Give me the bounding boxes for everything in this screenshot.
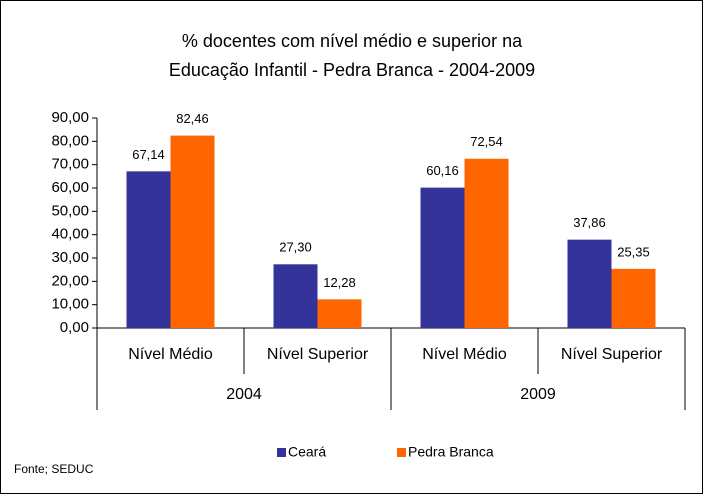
data-label: 37,86 <box>573 215 606 230</box>
y-tick-label: 70,00 <box>51 156 89 173</box>
y-tick-label: 90,00 <box>51 109 89 126</box>
data-label: 12,28 <box>323 275 356 290</box>
y-tick-label: 10,00 <box>51 296 89 313</box>
data-label: 72,54 <box>470 134 503 149</box>
bar <box>611 268 656 328</box>
y-tick-label: 50,00 <box>51 202 89 219</box>
bar <box>420 187 465 328</box>
x-tick-label: Nível Superior <box>561 346 663 363</box>
legend-swatch <box>277 448 286 457</box>
x-tick-label: Nível Médio <box>422 346 507 363</box>
group-label: 2004 <box>226 386 262 403</box>
bar <box>126 171 171 328</box>
data-label: 67,14 <box>132 147 165 162</box>
chart-title: % docentes com nível médio e superior na <box>182 31 523 51</box>
x-tick-label: Nível Superior <box>267 346 369 363</box>
data-label: 27,30 <box>279 240 312 255</box>
y-tick-label: 0,00 <box>60 319 89 336</box>
legend-swatch <box>397 448 406 457</box>
y-tick-label: 40,00 <box>51 226 89 243</box>
y-tick-label: 60,00 <box>51 179 89 196</box>
x-tick-label: Nível Médio <box>128 346 213 363</box>
bar <box>170 135 215 328</box>
data-label: 25,35 <box>617 244 650 259</box>
bar <box>567 239 612 328</box>
bar <box>464 158 509 328</box>
y-tick-label: 20,00 <box>51 272 89 289</box>
data-label: 82,46 <box>176 111 209 126</box>
bar <box>273 264 318 328</box>
y-tick-label: 30,00 <box>51 249 89 266</box>
chart-subtitle: Educação Infantil - Pedra Branca - 2004-… <box>169 60 535 80</box>
data-label: 60,16 <box>426 163 459 178</box>
source-note: Fonte; SEDUC <box>14 462 94 476</box>
group-label: 2009 <box>520 386 556 403</box>
legend-label: Ceará <box>288 444 326 460</box>
legend-label: Pedra Branca <box>408 444 494 460</box>
bar <box>317 299 362 328</box>
y-tick-label: 80,00 <box>51 132 89 149</box>
